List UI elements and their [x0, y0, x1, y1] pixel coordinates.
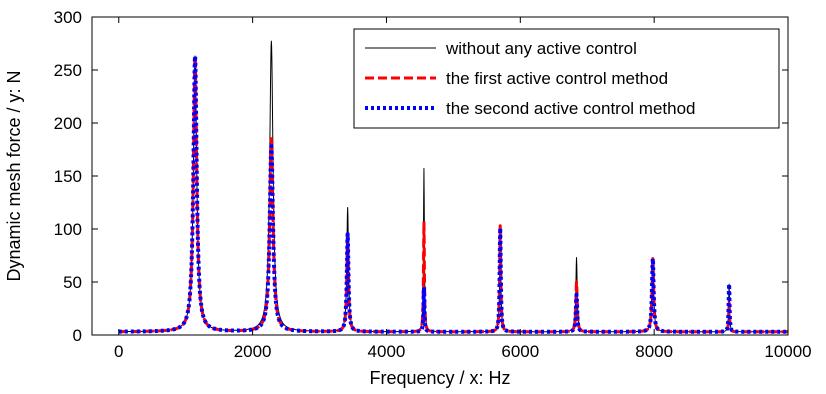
legend-label-second-method: the second active control method	[446, 99, 695, 118]
ticks-layer: 0 2000 4000 6000 8000 10000 0 50 100 150 200 250 300	[54, 8, 812, 361]
y-tick-label: 100	[54, 220, 82, 239]
series-layer	[117, 40, 790, 334]
legend-label-first-method: the first active control method	[446, 69, 668, 88]
y-axis-label: Dynamic mesh force / y: N	[4, 70, 24, 281]
y-tick-label: 300	[54, 8, 82, 27]
x-tick-label: 8000	[635, 342, 673, 361]
x-tick-label: 4000	[368, 342, 406, 361]
y-tick-label: 200	[54, 114, 82, 133]
series-line-1	[117, 54, 790, 334]
y-tick-label: 250	[54, 61, 82, 80]
y-tick-label: 150	[54, 167, 82, 186]
x-tick-label: 2000	[234, 342, 272, 361]
x-tick-label: 6000	[501, 342, 539, 361]
legend-label-without-control: without any active control	[445, 39, 637, 58]
x-tick-label: 0	[114, 342, 123, 361]
x-tick-label: 10000	[764, 342, 811, 361]
legend: without any active control the first act…	[353, 28, 780, 129]
y-tick-label: 50	[63, 273, 82, 292]
y-tick-label: 0	[73, 326, 82, 345]
x-axis-label: Frequency / x: Hz	[369, 368, 510, 388]
